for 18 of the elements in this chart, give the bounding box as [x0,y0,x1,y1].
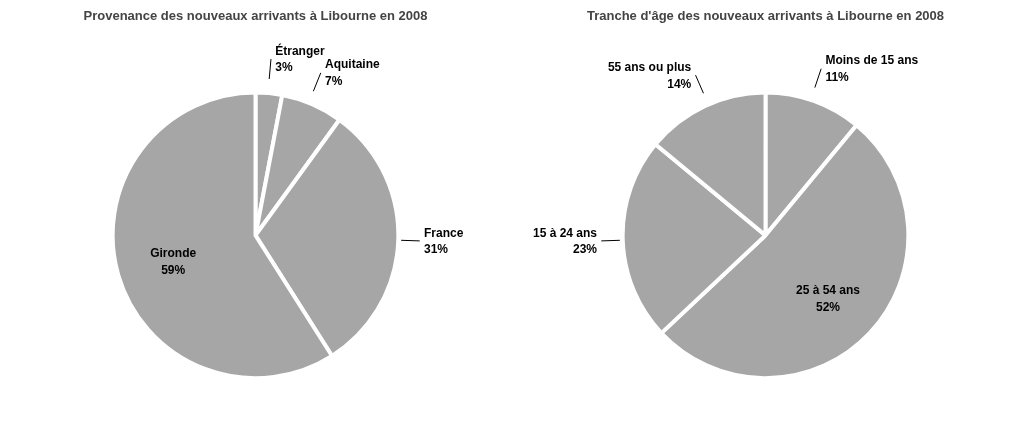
slice-label: Gironde [150,245,197,260]
chart-title: Tranche d'âge des nouveaux arrivants à Libourne en 2008 [586,7,945,23]
slice-label: 25 à 54 ans [795,283,861,298]
slice-label: Étranger [275,42,325,58]
data-label: 59% [161,262,186,277]
data-label: 3% [275,60,293,75]
slice-label: 15 à 24 ans [532,225,598,240]
slice-label: France [423,225,464,240]
slice-label: Aquitaine [325,57,381,72]
data-label: 23% [572,242,598,257]
slice-label: 55 ans ou plus [607,59,692,74]
data-label: 14% [667,76,692,91]
data-label: 52% [815,299,841,314]
data-label: 7% [325,74,343,89]
slice-label: Moins de 15 ans [825,53,919,68]
chart-title: Provenance des nouveaux arrivants à Libourne en 2008 [83,7,428,23]
data-label: 31% [423,242,449,257]
data-label: 11% [825,70,850,85]
